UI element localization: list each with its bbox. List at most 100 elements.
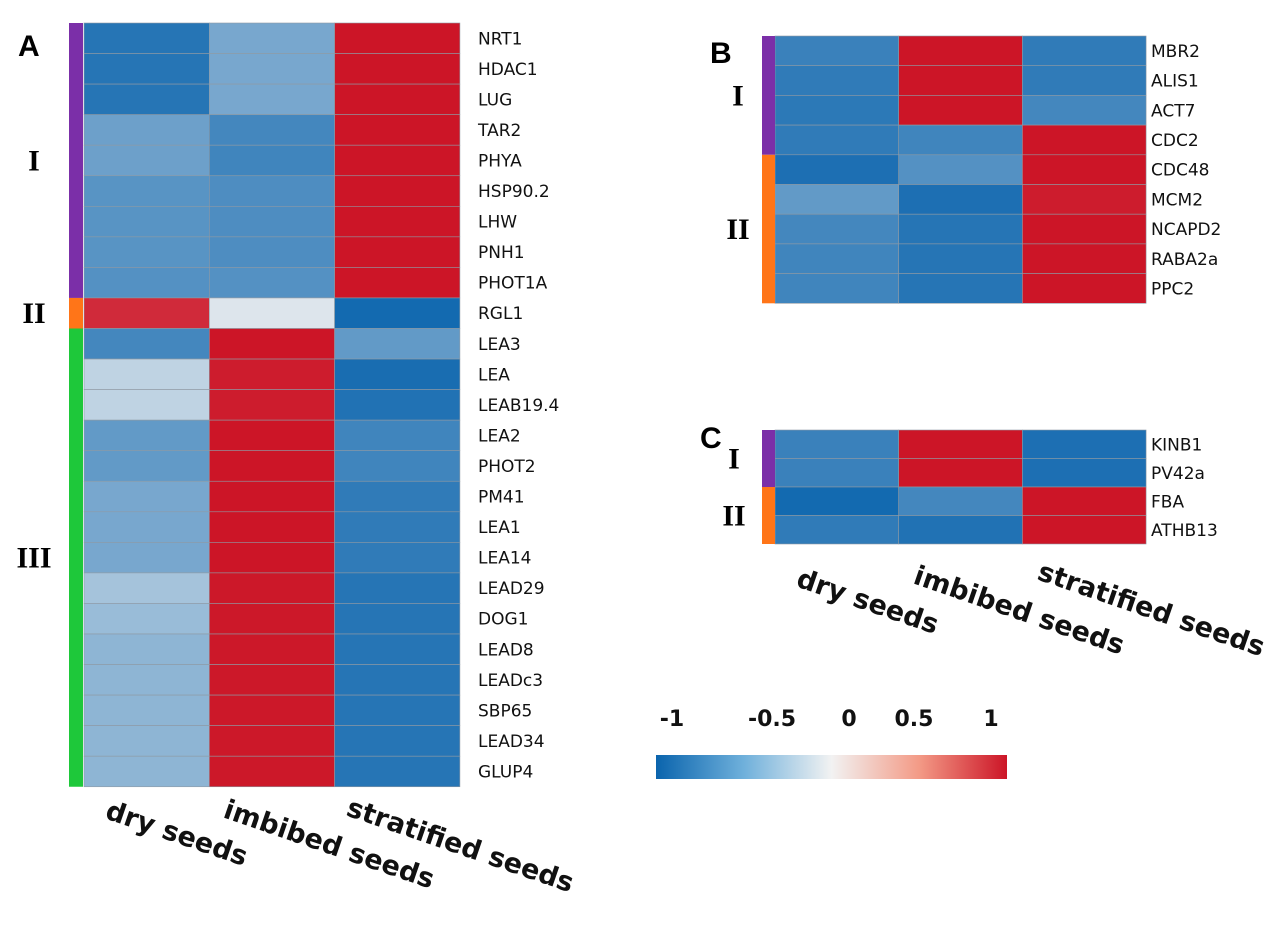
heatmap-cell-c-3-1 <box>898 515 1023 545</box>
heatmap-cell-a-13-2 <box>334 419 461 451</box>
heatmap-cell-a-16-2 <box>334 511 461 543</box>
heatmap-cell-a-23-2 <box>334 725 461 757</box>
heatmap-cell-c-1-2 <box>1022 458 1147 488</box>
heatmap-cell-c-2-0 <box>774 486 899 516</box>
legend-color-bar <box>656 755 1007 779</box>
cluster-bar-c-i <box>762 430 775 487</box>
heatmap-cell-b-3-2 <box>1022 124 1147 156</box>
heatmap-cell-c-2-2 <box>1022 486 1147 516</box>
heatmap-cell-a-11-1 <box>209 358 335 390</box>
heatmap-cell-a-12-1 <box>209 389 335 421</box>
heatmap-cell-a-18-2 <box>334 572 461 604</box>
gene-label: LEA2 <box>478 426 521 446</box>
heatmap-cell-b-3-0 <box>774 124 899 156</box>
heatmap-cell-a-6-0 <box>83 206 210 238</box>
heatmap-cell-a-4-1 <box>209 144 335 177</box>
heatmap-cell-a-23-1 <box>209 725 335 757</box>
heatmap-cell-a-5-0 <box>83 175 210 207</box>
cluster-bar-c-ii <box>762 487 775 544</box>
heatmap-cell-b-6-1 <box>898 213 1023 245</box>
heatmap-cell-b-1-1 <box>898 65 1023 96</box>
heatmap-cell-b-2-0 <box>774 95 899 126</box>
heatmap-cell-c-0-2 <box>1022 429 1147 459</box>
heatmap-cell-b-5-1 <box>898 184 1023 215</box>
heatmap-cell-a-24-1 <box>209 755 335 788</box>
heatmap-cell-a-10-2 <box>334 328 461 360</box>
heatmap-cell-a-21-1 <box>209 664 335 696</box>
heatmap-cell-a-24-2 <box>334 755 461 788</box>
gene-label: KINB1 <box>1151 435 1202 455</box>
gene-label: LUG <box>478 90 512 110</box>
gene-label: PNH1 <box>478 243 525 263</box>
heatmap-cell-a-17-1 <box>209 542 335 574</box>
heatmap-cell-b-3-1 <box>898 124 1023 156</box>
heatmap-cell-a-21-2 <box>334 664 461 696</box>
heatmap-cell-c-1-0 <box>774 458 899 488</box>
gene-label: ACT7 <box>1151 101 1195 121</box>
heatmap-cell-a-14-1 <box>209 450 335 482</box>
legend-tick-label: 0 <box>841 707 856 732</box>
gene-label: LEAD29 <box>478 579 545 599</box>
panel-letter-a: A <box>18 30 40 63</box>
heatmap-cell-a-7-0 <box>83 236 210 268</box>
heatmap-cell-a-10-0 <box>83 328 210 360</box>
cluster-bar-a-iii <box>69 328 83 787</box>
heatmap-cell-b-0-2 <box>1022 35 1147 67</box>
heatmap-cell-a-21-0 <box>83 664 210 696</box>
heatmap-cell-a-14-0 <box>83 450 210 482</box>
heatmap-cell-c-0-1 <box>898 429 1023 459</box>
cluster-bar-a-i <box>69 23 83 298</box>
legend-tick-label: 0.5 <box>895 707 934 732</box>
gene-label: LEA14 <box>478 549 531 569</box>
heatmap-cell-a-0-1 <box>209 22 335 54</box>
heatmap-cell-a-0-0 <box>83 22 210 54</box>
heatmap-cell-a-22-2 <box>334 694 461 726</box>
gene-label: FBA <box>1151 492 1184 512</box>
heatmap-cell-b-8-0 <box>774 273 899 304</box>
gene-label: LEAB19.4 <box>478 396 559 416</box>
heatmap-cell-a-18-1 <box>209 572 335 604</box>
heatmap-cell-a-15-1 <box>209 480 335 513</box>
heatmap-cell-b-0-0 <box>774 35 899 67</box>
heatmap-cell-a-2-1 <box>209 83 335 115</box>
gene-label: LEAD8 <box>478 640 534 660</box>
cluster-label-a-i: I <box>28 144 40 177</box>
cluster-label-c-i: I <box>728 443 740 476</box>
gene-label: LEA1 <box>478 518 521 538</box>
heatmap-cell-a-1-2 <box>334 53 461 85</box>
heatmap-cell-c-3-2 <box>1022 515 1147 545</box>
gene-label: RABA2a <box>1151 250 1218 270</box>
heatmap-cell-a-3-2 <box>334 114 461 146</box>
heatmap-cell-b-1-0 <box>774 65 899 96</box>
heatmap-cell-a-0-2 <box>334 22 461 54</box>
heatmap-cell-a-11-2 <box>334 358 461 390</box>
panel-letter-b: B <box>710 37 732 70</box>
heatmap-cell-a-5-2 <box>334 175 461 207</box>
heatmap-cell-a-22-0 <box>83 694 210 726</box>
gene-label: ATHB13 <box>1151 521 1218 541</box>
cluster-label-a-iii: III <box>16 542 51 575</box>
heatmap-cell-c-0-0 <box>774 429 899 459</box>
heatmap-cell-a-15-0 <box>83 480 210 513</box>
gene-label: NRT1 <box>478 29 523 49</box>
gene-label: PM41 <box>478 488 525 508</box>
heatmap-cell-b-8-2 <box>1022 273 1147 304</box>
heatmap-cell-a-10-1 <box>209 328 335 360</box>
heatmap-cell-c-1-1 <box>898 458 1023 488</box>
gene-label: MCM2 <box>1151 190 1203 210</box>
heatmap-cell-a-9-2 <box>334 297 461 329</box>
heatmap-cell-b-0-1 <box>898 35 1023 67</box>
gene-label: GLUP4 <box>478 762 533 782</box>
cluster-bar-b-ii <box>762 154 775 304</box>
heatmap-cell-b-5-0 <box>774 184 899 215</box>
heatmap-cell-b-8-1 <box>898 273 1023 304</box>
gene-label: HDAC1 <box>478 60 538 80</box>
heatmap-cell-c-3-0 <box>774 515 899 545</box>
heatmap-cell-a-8-0 <box>83 267 210 299</box>
gene-label: TAR2 <box>477 121 521 141</box>
gene-label: PHYA <box>478 151 522 171</box>
